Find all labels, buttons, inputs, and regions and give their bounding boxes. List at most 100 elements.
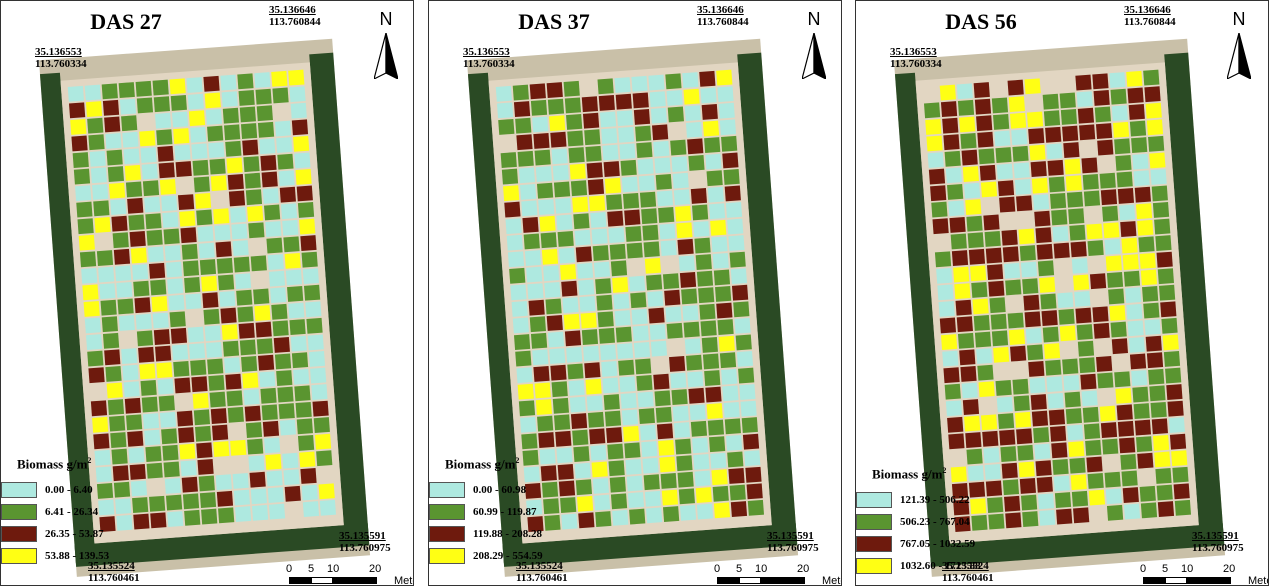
plot-cell — [318, 483, 335, 500]
plot-cell — [721, 135, 738, 152]
plot-cell — [1146, 119, 1164, 136]
plot-cell — [239, 339, 257, 356]
plot-cell — [568, 380, 585, 396]
plot-cell — [135, 313, 152, 330]
plot-cell — [145, 446, 162, 463]
plot-cell — [1029, 144, 1046, 161]
plot-cell — [645, 274, 663, 291]
plot-cell — [110, 199, 127, 216]
plot-cell — [717, 319, 734, 336]
plot-cell — [538, 432, 555, 448]
plot-cell — [107, 166, 124, 183]
plot-cell — [701, 104, 718, 120]
plot-cell — [643, 241, 660, 258]
plot-cell — [290, 102, 307, 119]
plot-cell — [555, 197, 572, 214]
field-group — [893, 38, 1226, 577]
plot-cell — [1094, 106, 1111, 123]
plot-cell — [131, 264, 149, 281]
plot-cell — [705, 153, 722, 170]
plot-cell — [87, 350, 104, 367]
plot-cell — [1000, 446, 1017, 463]
plot-cell — [300, 235, 317, 252]
plot-cell — [923, 102, 941, 119]
plot-cell — [1119, 437, 1136, 454]
plot-cell — [551, 381, 568, 398]
plot-cell — [77, 218, 94, 235]
plot-cell — [536, 182, 554, 199]
plot-cell — [1150, 169, 1167, 185]
plot-cell — [1032, 194, 1050, 211]
plot-cell — [533, 365, 550, 382]
plot-cell — [597, 311, 614, 328]
plot-cell — [603, 394, 620, 410]
legend-item-3: 767.05 - 1032.59 — [856, 534, 981, 553]
plot-cell — [932, 218, 949, 235]
plot-cell — [305, 301, 322, 318]
plot-cell — [1017, 444, 1034, 461]
plot-cell — [1039, 509, 1056, 526]
plot-cell — [135, 80, 152, 97]
plot-cell — [541, 248, 559, 265]
plot-cell — [625, 458, 642, 475]
scale-tick: 0 — [1140, 563, 1147, 575]
plot-cell — [219, 291, 236, 307]
plot-cell — [274, 120, 292, 137]
plot-cell — [123, 148, 140, 165]
plot-cell — [578, 279, 595, 296]
plot-cell — [574, 462, 591, 479]
plot-cell — [630, 292, 647, 309]
plot-cell — [591, 228, 608, 245]
plot-cell — [162, 211, 179, 228]
plot-cell — [566, 346, 583, 363]
plot-cell — [157, 378, 174, 395]
plot-cell — [1047, 392, 1064, 409]
plot-cell — [169, 311, 186, 328]
plot-cell — [134, 297, 151, 314]
plot-cell — [1144, 319, 1161, 336]
plot-cell — [957, 99, 975, 116]
plot-cell — [984, 231, 1001, 247]
plot-cell — [670, 139, 687, 156]
plot-cell — [144, 196, 161, 213]
plot-cell — [1020, 494, 1038, 511]
plot-cell — [561, 280, 578, 297]
plot-cell — [724, 185, 741, 202]
plot-cell — [995, 147, 1012, 163]
plot-cell — [238, 89, 255, 106]
scale-tick: 20 — [797, 563, 810, 575]
plot-cell — [950, 233, 967, 250]
plot-cell — [259, 138, 276, 155]
plot-cell — [191, 143, 208, 160]
plot-cell — [1109, 72, 1126, 89]
plot-cell — [1071, 490, 1089, 507]
plot-cell — [1008, 96, 1025, 113]
plot-cell — [1116, 404, 1133, 421]
plot-cell — [666, 89, 683, 106]
plot-cell — [276, 137, 293, 154]
plot-cell — [655, 406, 672, 423]
plot-cell — [635, 125, 652, 142]
plot-cell — [649, 324, 666, 341]
plot-cell — [140, 147, 157, 163]
plot-cell — [154, 112, 172, 129]
plot-cell — [544, 514, 561, 531]
plot-cell — [1133, 170, 1150, 187]
plot-cell — [1043, 343, 1061, 360]
plot-cell — [616, 110, 634, 127]
plot-cell — [187, 326, 204, 343]
plot-cell — [181, 476, 198, 493]
coord-bottom-right: 35.135591 113.760975 — [1192, 530, 1244, 554]
plot-cell — [132, 497, 149, 513]
plot-cell — [192, 392, 209, 409]
coord-top-left: 35.136553 113.760334 — [890, 46, 942, 70]
plot-cell — [718, 335, 735, 352]
plot-cell — [673, 422, 691, 439]
plot-cell — [587, 411, 605, 428]
plot-cell — [272, 320, 289, 337]
plot-cell — [602, 377, 619, 394]
plot-cell — [701, 336, 718, 353]
plot-cell — [297, 434, 315, 451]
plot-cell — [1062, 358, 1079, 375]
plot-cell — [503, 185, 520, 202]
